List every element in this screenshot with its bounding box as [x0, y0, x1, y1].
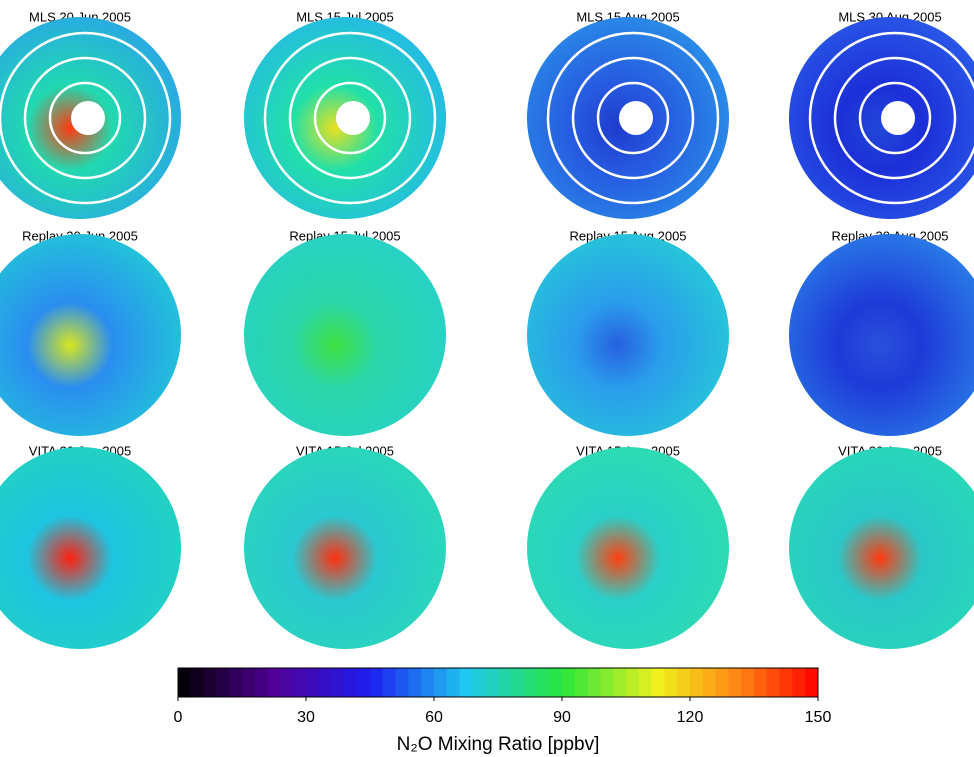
colorbar-cell [613, 668, 626, 697]
colorbar-cell [652, 668, 665, 697]
colorbar-cell [408, 668, 421, 697]
pole-hole [336, 101, 370, 135]
colorbar-cell [370, 668, 383, 697]
colorbar-cell [460, 668, 473, 697]
colorbar-cell [332, 668, 345, 697]
colorbar-cell [677, 668, 690, 697]
figure: MLS 20 Jun 2005MLS 15 Jul 2005MLS 15 Aug… [0, 0, 974, 757]
tick-label: 0 [174, 709, 183, 726]
colorbar-cell [447, 668, 460, 697]
polar-map [0, 234, 181, 436]
colorbar-cell [690, 668, 703, 697]
tick-label: 90 [553, 709, 571, 726]
colorbar-cell [741, 668, 754, 697]
colorbar-cell [511, 668, 524, 697]
tick-label: 30 [297, 709, 315, 726]
colorbar-label: N₂O Mixing Ratio [ppbv] [397, 734, 600, 755]
colorbar-cell [357, 668, 370, 697]
colorbar-cell [780, 668, 793, 697]
colorbar-cell [600, 668, 613, 697]
colorbar-cell [549, 668, 562, 697]
colorbar-cell [178, 668, 191, 697]
colorbar-cell [485, 668, 498, 697]
colorbar-cell [498, 668, 511, 697]
tick-label: 150 [805, 709, 832, 726]
tick-label: 60 [425, 709, 443, 726]
colorbar-cell [664, 668, 677, 697]
colorbar-cell [396, 668, 409, 697]
polar-map [527, 447, 729, 649]
colorbar-cell [344, 668, 357, 697]
polar-map [789, 447, 974, 649]
colorbar-cell [639, 668, 652, 697]
polar-map [527, 234, 729, 436]
colorbar-cell [703, 668, 716, 697]
colorbar-cell [280, 668, 293, 697]
polar-map [789, 234, 974, 436]
colorbar-cell [472, 668, 485, 697]
pole-hole [881, 101, 915, 135]
colorbar-cell [204, 668, 217, 697]
colorbar-cell [434, 668, 447, 697]
colorbar-cell [524, 668, 537, 697]
colorbar-cell [754, 668, 767, 697]
colorbar-cell [229, 668, 242, 697]
colorbar-cell [792, 668, 805, 697]
colorbar-cell [268, 668, 281, 697]
polar-map [244, 447, 446, 649]
polar-map [244, 234, 446, 436]
colorbar-cell [575, 668, 588, 697]
colorbar-cell [562, 668, 575, 697]
colorbar-cell [216, 668, 229, 697]
colorbar-cell [421, 668, 434, 697]
colorbar-cell [319, 668, 332, 697]
colorbar-cell [716, 668, 729, 697]
colorbar-cell [293, 668, 306, 697]
tick-label: 120 [677, 709, 704, 726]
colorbar-cell [191, 668, 204, 697]
colorbar-cell [805, 668, 818, 697]
pole-hole [619, 101, 653, 135]
pole-hole [71, 101, 105, 135]
colorbar-cell [536, 668, 549, 697]
colorbar-cell [767, 668, 780, 697]
colorbar-cell [383, 668, 396, 697]
colorbar-cell [588, 668, 601, 697]
colorbar-cell [255, 668, 268, 697]
colorbar-cell [242, 668, 255, 697]
colorbar-cell [306, 668, 319, 697]
polar-map [0, 447, 181, 649]
colorbar-cell [728, 668, 741, 697]
colorbar-cell [626, 668, 639, 697]
